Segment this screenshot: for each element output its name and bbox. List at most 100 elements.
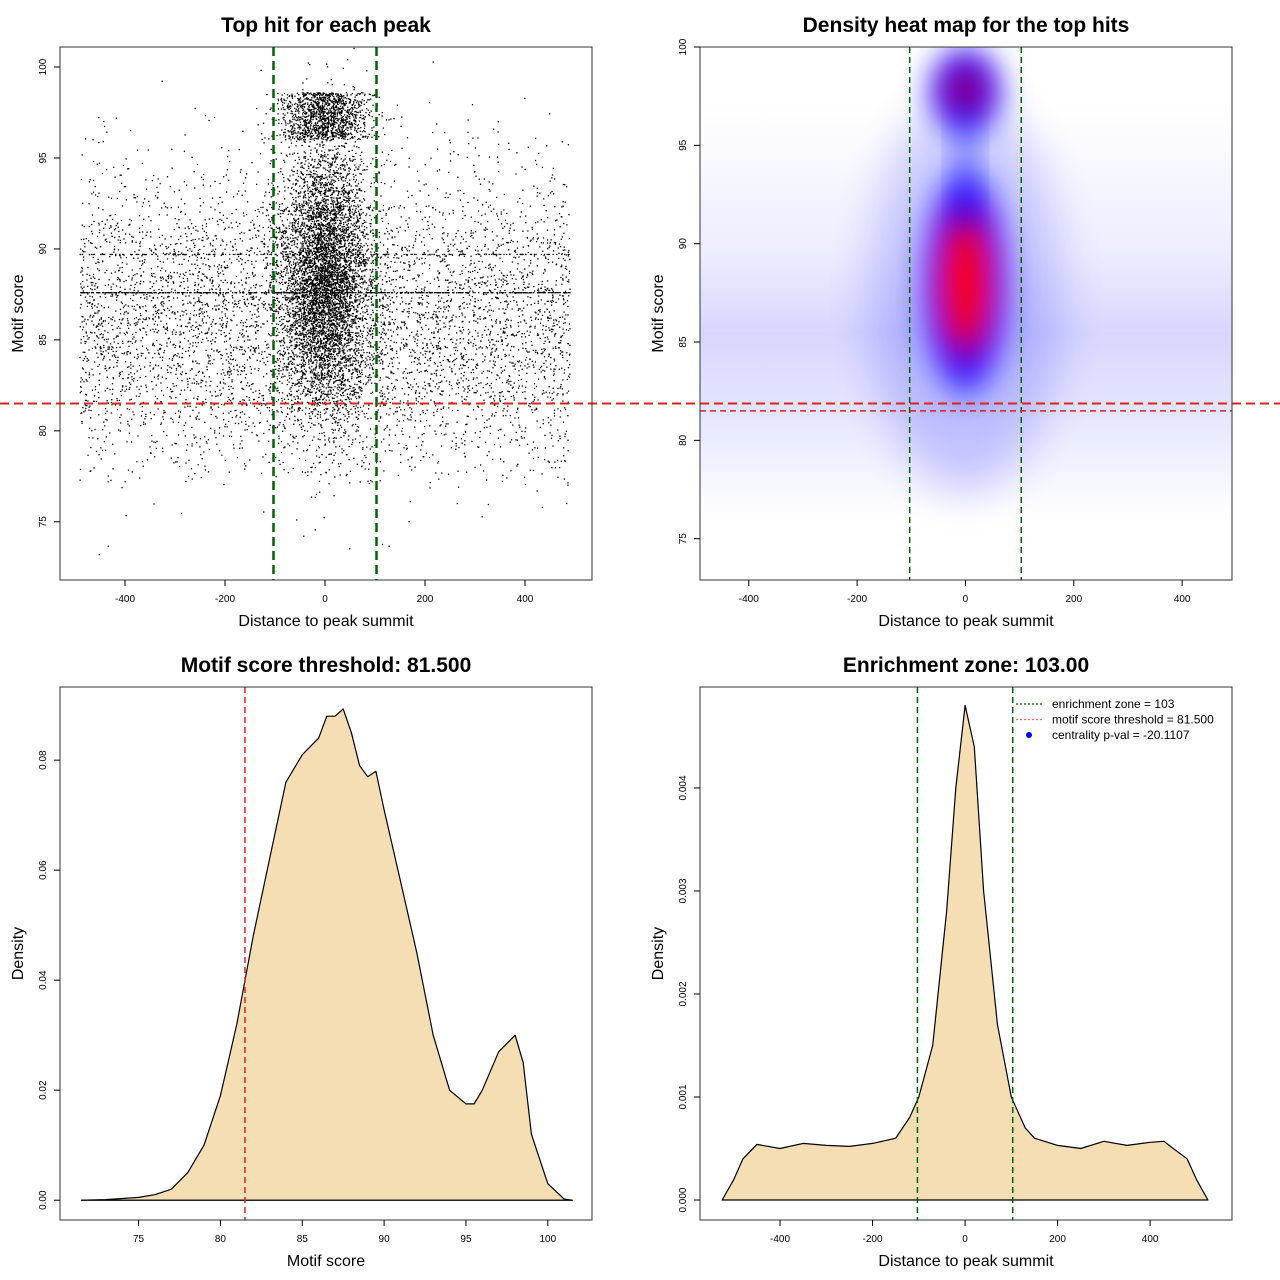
scatter-point <box>218 329 220 331</box>
scatter-point <box>568 295 570 297</box>
scatter-point <box>335 405 337 407</box>
scatter-point <box>222 435 225 437</box>
scatter-point <box>414 340 416 343</box>
scatter-point <box>419 234 421 236</box>
scatter-point <box>160 401 162 403</box>
scatter-point <box>473 305 475 307</box>
scatter-point <box>98 310 100 312</box>
scatter-point <box>449 281 451 283</box>
scatter-point <box>513 274 515 276</box>
scatter-point <box>169 366 171 368</box>
scatter-point <box>221 219 223 221</box>
scatter-point <box>201 318 204 320</box>
scatter-point <box>453 364 456 366</box>
scatter-point <box>372 292 374 294</box>
scatter-point <box>562 249 564 251</box>
scatter-point <box>198 313 200 315</box>
scatter-point <box>504 365 507 367</box>
scatter-point <box>118 269 120 271</box>
scatter-point <box>371 287 374 289</box>
scatter-point <box>379 241 381 243</box>
scatter-point <box>91 307 93 309</box>
scatter-point <box>194 342 197 344</box>
scatter-point <box>537 292 539 294</box>
scatter-point <box>132 299 134 302</box>
scatter-point <box>438 329 440 331</box>
scatter-point <box>147 149 149 151</box>
scatter-point <box>519 271 521 273</box>
scatter-point <box>164 238 166 240</box>
scatter-point <box>328 386 331 388</box>
scatter-point <box>159 182 161 185</box>
scatter-point <box>152 367 155 369</box>
scatter-point <box>235 249 238 251</box>
scatter-point <box>301 409 303 411</box>
scatter-point <box>370 479 372 482</box>
scatter-point <box>156 324 159 326</box>
scatter-point <box>430 373 432 375</box>
scatter-point <box>417 437 419 439</box>
scatter-point <box>139 376 141 379</box>
scatter-point <box>203 292 205 294</box>
scatter-point <box>500 372 502 374</box>
scatter-point <box>145 415 147 418</box>
scatter-point <box>503 369 506 371</box>
scatter-point <box>239 443 241 445</box>
scatter-point <box>360 242 362 245</box>
scatter-point <box>456 339 458 341</box>
scatter-point <box>305 213 307 215</box>
scatter-point <box>481 372 483 374</box>
scatter-point <box>344 338 346 340</box>
scatter-point <box>193 284 196 286</box>
scatter-point <box>470 230 472 232</box>
scatter-point <box>426 347 429 349</box>
scatter-point <box>447 245 449 247</box>
scatter-point <box>396 292 398 294</box>
scatter-point <box>194 326 197 329</box>
scatter-point <box>132 333 134 336</box>
scatter-point <box>416 292 418 294</box>
scatter-point <box>181 380 183 382</box>
scatter-point <box>133 289 135 292</box>
scatter-point <box>555 301 557 303</box>
scatter-point <box>125 294 127 296</box>
scatter-point <box>567 251 569 253</box>
scatter-point <box>547 320 549 322</box>
scatter-point <box>511 261 514 263</box>
scatter-point <box>378 236 381 238</box>
scatter-point <box>533 255 536 257</box>
scatter-point <box>142 321 144 323</box>
scatter-point <box>157 255 159 257</box>
scatter-point <box>506 382 508 384</box>
scatter-point <box>246 396 248 398</box>
scatter-point <box>444 346 447 348</box>
scatter-point <box>236 253 238 256</box>
scatter-point <box>334 373 337 375</box>
scatter-point <box>179 373 182 375</box>
scatter-point <box>375 462 378 464</box>
scatter-point <box>483 229 485 231</box>
scatter-point <box>119 313 122 315</box>
scatter-point <box>105 292 107 294</box>
scatter-point <box>394 396 396 398</box>
scatter-point <box>252 285 255 287</box>
scatter-point <box>506 242 509 244</box>
scatter-point <box>278 367 280 370</box>
scatter-point <box>491 351 493 353</box>
scatter-point <box>284 198 286 200</box>
scatter-point <box>139 477 141 479</box>
scatter-point <box>99 296 101 298</box>
scatter-point <box>246 359 249 361</box>
scatter-point <box>145 188 148 190</box>
scatter-point <box>212 285 214 287</box>
scatter-point <box>187 280 189 282</box>
scatter-point <box>274 310 276 312</box>
scatter-point <box>243 399 245 401</box>
scatter-point <box>513 346 515 348</box>
scatter-point <box>495 322 497 324</box>
scatter-point <box>291 350 293 352</box>
scatter-point <box>222 302 225 305</box>
scatter-point <box>94 288 96 290</box>
scatter-point <box>449 325 451 327</box>
scatter-point <box>552 398 554 400</box>
